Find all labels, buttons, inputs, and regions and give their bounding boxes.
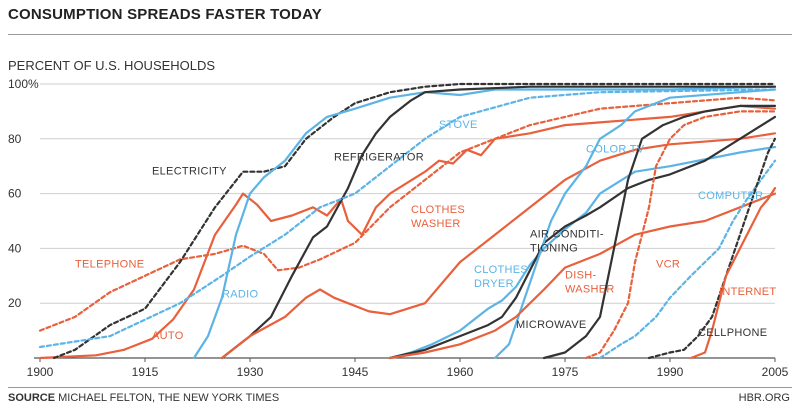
series-label-dish-washer-2: WASHER — [565, 284, 615, 296]
y-tick-label-100: 100% — [8, 77, 39, 91]
x-tick-label-1960: 1960 — [447, 365, 474, 379]
y-tick-label-40: 40 — [8, 241, 22, 255]
x-tick-label-1930: 1930 — [237, 365, 264, 379]
series-label-air-conditioning-2: TIONING — [530, 242, 578, 254]
series-label-radio: RADIO — [222, 289, 258, 301]
y-tick-label-60: 60 — [8, 187, 22, 201]
series-line-refrigerator — [220, 85, 777, 360]
series-label-vcr: VCR — [656, 259, 680, 271]
series-label-clothes-dryer-2: DRYER — [474, 278, 514, 290]
chart-title: CONSUMPTION SPREADS FASTER TODAY — [8, 6, 322, 23]
series-line-cellphone — [647, 137, 777, 360]
series-line-color-tv — [493, 88, 777, 360]
x-tick-label-1915: 1915 — [132, 365, 159, 379]
series-label-microwave: MICROWAVE — [516, 319, 587, 331]
footer-divider — [8, 387, 792, 388]
series-line-telephone — [38, 96, 777, 332]
series-label-refrigerator: REFRIGERATOR — [334, 152, 424, 164]
series-line-microwave — [542, 104, 777, 360]
series-label-telephone: TELEPHONE — [75, 259, 144, 271]
y-tick-label-80: 80 — [8, 132, 22, 146]
series-label-dish-washer-1: DISH- — [565, 270, 596, 282]
source-note: SOURCE MICHAEL FELTON, THE NEW YORK TIME… — [8, 392, 279, 404]
series-label-clothes-dryer-1: CLOTHES — [474, 264, 528, 276]
y-axis-title: PERCENT OF U.S. HOUSEHOLDS — [8, 58, 216, 73]
credit-text: HBR.ORG — [738, 392, 790, 404]
x-tick-label-1900: 1900 — [27, 365, 54, 379]
series-label-clothes-washer-1: CLOTHES — [411, 204, 465, 216]
series-label-color-tv: COLOR TV — [586, 144, 645, 156]
series-label-electricity: ELECTRICITY — [152, 165, 227, 177]
series-line-air-conditioning — [388, 115, 777, 360]
x-tick-label-1975: 1975 — [552, 365, 579, 379]
title-divider — [8, 34, 792, 35]
series-line-internet — [689, 187, 777, 360]
series-label-air-conditioning-1: AIR CONDITI- — [530, 228, 604, 240]
series-label-internet: INTERNET — [719, 286, 776, 298]
series-label-cellphone: CELLPHONE — [698, 327, 767, 339]
series-label-auto: AUTO — [152, 330, 184, 342]
x-tick-label-2005: 2005 — [762, 365, 789, 379]
x-tick-label-1990: 1990 — [657, 365, 684, 379]
series-label-stove: STOVE — [439, 119, 478, 131]
series-line-radio — [192, 85, 777, 360]
series-label-clothes-washer-2: WASHER — [411, 218, 461, 230]
series-line-clothes-washer — [220, 132, 777, 360]
series-line-vcr — [584, 110, 777, 360]
series-line-stove — [38, 88, 777, 349]
source-label: SOURCE — [8, 392, 56, 404]
series-line-dish-washer — [388, 192, 777, 360]
source-text: MICHAEL FELTON, THE NEW YORK TIMES — [58, 392, 280, 404]
y-tick-label-20: 20 — [8, 296, 22, 310]
series-line-clothes-dryer — [388, 145, 777, 360]
x-tick-label-1945: 1945 — [342, 365, 369, 379]
series-label-computer: COMPUTER — [698, 190, 763, 202]
series-line-auto — [38, 104, 777, 360]
series-line-computer — [598, 159, 777, 360]
